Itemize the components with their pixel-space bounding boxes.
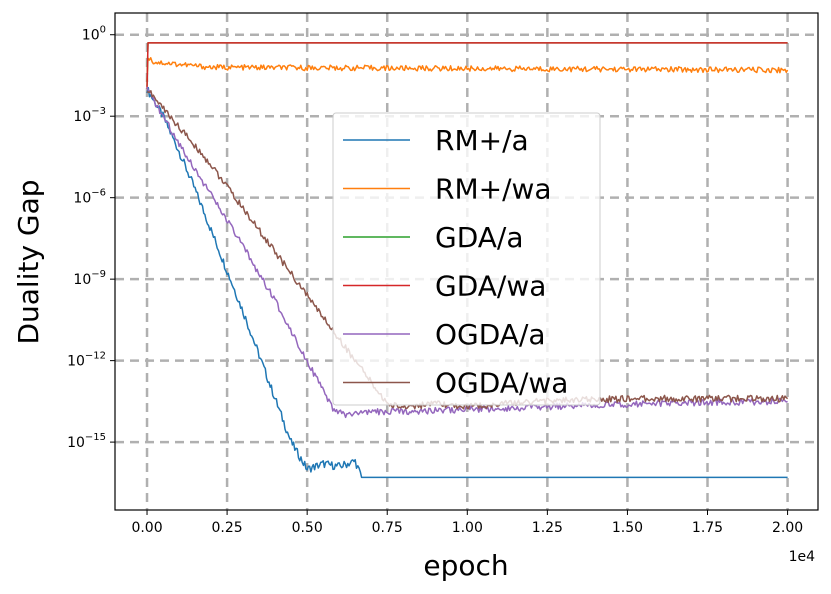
x-tick-label: 1.25 <box>532 520 563 536</box>
y-tick-label: 10−3 <box>73 106 106 125</box>
y-axis-label: Duality Gap <box>12 179 45 344</box>
x-tick-label: 2.00 <box>772 520 803 536</box>
y-tick-label: 10−6 <box>73 188 106 207</box>
y-tick-label: 10−12 <box>67 351 106 370</box>
x-tick-label: 1.75 <box>692 520 723 536</box>
series-line-gda-wa <box>146 42 788 89</box>
plot-frame <box>114 12 819 511</box>
x-tick-label: 1.50 <box>612 520 643 536</box>
x-tick-label: 0.50 <box>292 520 323 536</box>
legend-label: OGDA/wa <box>435 367 568 400</box>
series-line-rm-a <box>146 86 788 479</box>
y-tick-label: 10−15 <box>67 432 106 451</box>
legend-label: RM+/wa <box>435 173 552 206</box>
legend-label: RM+/a <box>435 124 529 157</box>
x-tick-label: 0.00 <box>131 520 162 536</box>
legend: RM+/a RM+/wa GDA/a GDA/wa OGDA/a OGDA/wa <box>332 112 601 406</box>
x-tick-label: 0.25 <box>212 520 243 536</box>
x-axis-label: epoch <box>423 549 508 582</box>
y-tick-label: 100 <box>82 25 106 44</box>
series-line-ogda-wa <box>146 90 789 410</box>
x-axis-scale-label: 1e4 <box>789 549 816 565</box>
series-line-rm-wa <box>146 57 789 82</box>
series-lines <box>146 42 789 479</box>
legend-box <box>332 112 601 406</box>
x-axis-ticks: 0.00 0.25 0.50 0.75 1.00 1.25 1.50 1.75 2.00 <box>131 510 803 536</box>
y-tick-label: 10−9 <box>73 269 106 288</box>
y-axis-ticks: 100 10−3 10−6 10−9 10−12 10−15 <box>67 25 115 451</box>
legend-label: OGDA/a <box>435 318 546 351</box>
x-tick-label: 1.00 <box>452 520 483 536</box>
x-tick-label: 0.75 <box>372 520 403 536</box>
legend-label: GDA/a <box>435 221 524 254</box>
legend-label: GDA/wa <box>435 270 546 303</box>
